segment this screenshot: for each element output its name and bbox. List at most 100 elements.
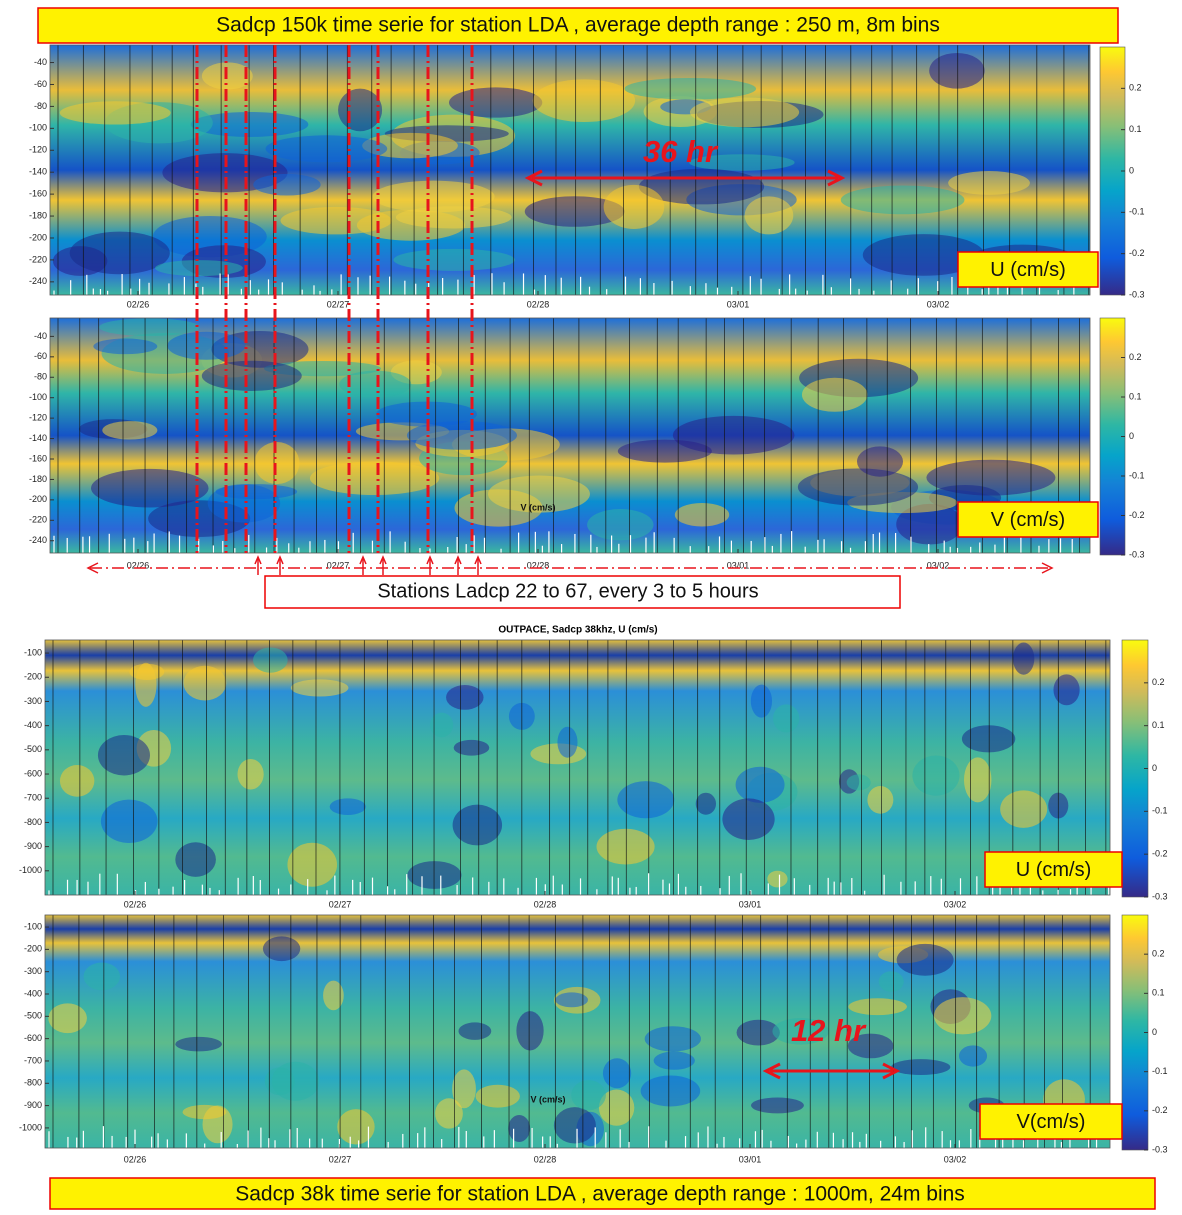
colorbar-tick-label: 0.2 xyxy=(1152,677,1165,687)
colorbar-tick-label: -0.2 xyxy=(1152,849,1168,859)
heatmap-patch xyxy=(929,52,985,89)
arrow-head xyxy=(454,555,462,565)
y-tick-label: -100 xyxy=(29,123,47,133)
heatmap-patch xyxy=(362,132,458,159)
colorbar-tick-label: 0.1 xyxy=(1152,720,1165,730)
y-tick-label: -160 xyxy=(29,453,47,463)
heatmap-patch xyxy=(846,774,871,791)
y-tick-label: -900 xyxy=(24,841,42,851)
y-tick-label: -200 xyxy=(29,494,47,504)
heatmap-patch xyxy=(524,196,625,227)
heatmap-patch xyxy=(617,439,712,463)
y-tick-label: -240 xyxy=(29,535,47,545)
y-tick-label: -400 xyxy=(24,988,42,998)
y-tick-label: -700 xyxy=(24,1055,42,1065)
heatmap-patch xyxy=(183,665,227,701)
y-tick-label: -100 xyxy=(29,392,47,402)
heatmap-patch xyxy=(596,828,655,865)
heatmap-patch xyxy=(207,484,281,523)
heatmap-patch xyxy=(372,180,495,213)
y-tick-label: -400 xyxy=(24,720,42,730)
colorbar-tick-label: -0.2 xyxy=(1129,248,1145,258)
arrow-head xyxy=(379,555,387,565)
footer-title: Sadcp 38k time serie for station LDA , a… xyxy=(235,1183,965,1206)
heatmap-patch xyxy=(452,1069,476,1109)
heatmap-patch xyxy=(598,1089,635,1126)
heatmap-patch xyxy=(653,1051,695,1070)
heatmap-patch xyxy=(571,1080,606,1111)
colorbar-tick-label: 0.1 xyxy=(1152,988,1165,998)
heatmap-patch xyxy=(602,1058,632,1089)
legend-label: V(cm/s) xyxy=(1017,1111,1086,1133)
y-tick-label: -180 xyxy=(29,210,47,220)
heatmap-patch xyxy=(253,647,288,673)
x-tick-label: 03/02 xyxy=(927,560,950,570)
y-tick-label: -500 xyxy=(24,744,42,754)
y-tick-label: -80 xyxy=(34,372,47,382)
plot-frame xyxy=(49,44,1091,296)
heatmap-patch xyxy=(695,792,717,815)
x-tick-label: 02/28 xyxy=(527,560,550,570)
x-tick-label: 02/26 xyxy=(124,1154,147,1164)
heatmap-patch xyxy=(689,154,795,171)
heatmap-patch xyxy=(750,684,773,718)
heatmap-patch xyxy=(175,842,216,877)
stations-label: Stations Ladcp 22 to 67, every 3 to 5 ho… xyxy=(377,580,758,602)
heatmap-patch xyxy=(744,196,794,235)
y-tick-label: -100 xyxy=(24,921,42,931)
colorbar-tick-label: 0 xyxy=(1129,165,1134,175)
heatmap-patch xyxy=(964,757,992,803)
colorbar-tick-label: 0.1 xyxy=(1129,391,1142,401)
heatmap-patch xyxy=(878,971,904,992)
y-tick-label: -60 xyxy=(34,79,47,89)
heatmap-patch xyxy=(452,804,503,846)
panels: -40 -60 -80 -100 -120 -140 -160 -180 -200 -220 -24… xyxy=(19,44,1168,1164)
heatmap-patch xyxy=(958,1045,988,1067)
heatmap-patch xyxy=(840,185,965,215)
header-box xyxy=(37,7,1119,44)
x-tick-label: 03/01 xyxy=(727,299,750,309)
y-tick-label: -200 xyxy=(29,232,47,242)
heatmap-patch xyxy=(722,798,775,840)
colorbar-tick-label: 0 xyxy=(1129,431,1134,441)
heatmap-patch xyxy=(280,206,392,235)
heatmap-patch xyxy=(912,755,960,796)
heatmap-patch xyxy=(867,786,894,814)
x-tick-label: 02/26 xyxy=(124,899,147,909)
heatmap-patch xyxy=(102,421,158,440)
x-tick-label: 02/28 xyxy=(527,299,550,309)
colorbar-tick-label: 0.2 xyxy=(1129,83,1142,93)
heatmap-patch xyxy=(175,1036,222,1052)
heatmap-patch xyxy=(265,135,388,163)
heatmap-patch xyxy=(190,111,309,137)
colorbar-tick-label: -0.3 xyxy=(1152,891,1168,901)
heatmap-patch xyxy=(587,509,654,541)
legend-label: U (cm/s) xyxy=(990,259,1066,281)
heatmap-patch xyxy=(97,735,150,776)
y-tick-label: -1000 xyxy=(19,1122,42,1132)
arrow-head xyxy=(426,555,434,565)
colorbar-tick-label: -0.3 xyxy=(1129,549,1145,559)
plot-frame xyxy=(44,639,1111,896)
y-tick-label: -200 xyxy=(24,672,42,682)
y-tick-label: -240 xyxy=(29,276,47,286)
heatmap-patch xyxy=(435,1098,463,1129)
y-tick-label: -100 xyxy=(24,647,42,657)
x-tick-label: 03/02 xyxy=(927,299,950,309)
x-tick-label: 02/28 xyxy=(534,899,557,909)
heatmap-patch xyxy=(644,1026,701,1052)
heatmap-patch xyxy=(337,1109,375,1145)
heatmap-patch xyxy=(848,998,907,1016)
heatmap-patch xyxy=(555,992,588,1008)
heatmap-patch xyxy=(475,1084,520,1108)
y-tick-label: -120 xyxy=(29,145,47,155)
heatmap-patch xyxy=(338,88,383,132)
heatmap-patch xyxy=(896,943,954,976)
heatmap-patch xyxy=(532,79,636,123)
x-tick-label: 02/26 xyxy=(127,560,150,570)
colorbar-tick-label: -0.1 xyxy=(1152,806,1168,816)
y-tick-label: -220 xyxy=(29,515,47,525)
heatmap-patch xyxy=(516,1011,544,1051)
heatmap-patch xyxy=(262,936,301,962)
heatmap-patch xyxy=(253,173,321,196)
